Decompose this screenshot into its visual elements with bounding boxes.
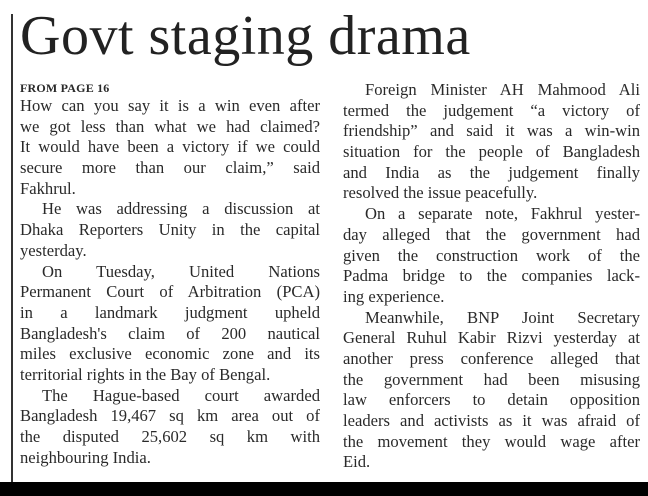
paragraph: The Hague-based court awarded Bangladesh … <box>20 386 320 469</box>
text-line: Permanent Court of Arbitration (PCA) <box>20 282 320 302</box>
text-line: The Hague-based court awarded <box>42 385 320 405</box>
text-line: given the construction work of the <box>343 245 640 265</box>
text-line: resolved the issue peacefully. <box>343 183 538 203</box>
text-line: Bangladesh 19,467 sq km area out of <box>20 406 320 426</box>
text-line: the government had been misusing <box>343 369 640 389</box>
text-line: On a separate note, Fakhrul yester- <box>365 204 640 224</box>
text-line: ing experience. <box>343 286 445 306</box>
text-line: It would have been a victory if we could <box>20 137 320 157</box>
text-line: miles exclusive economic zone and its <box>20 344 320 364</box>
text-line: Foreign Minister AH Mahmood Ali <box>365 80 640 99</box>
text-line: Dhaka Reporters Unity in the capital <box>20 220 320 240</box>
text-line: another press conference alleged that <box>343 348 640 368</box>
paragraph: On a separate note, Fakhrul yester-day a… <box>343 204 640 307</box>
article-column-2: Foreign Minister AH Mahmood Ali termed th… <box>343 80 640 473</box>
paragraph: Foreign Minister AH Mahmood Ali termed th… <box>343 80 640 204</box>
text-line: How can you say it is a win even after <box>20 96 320 115</box>
paragraph: Meanwhile, BNP Joint Secretary General Ru… <box>343 308 640 474</box>
text-line: Bangladesh's claim of 200 nautical <box>20 323 320 343</box>
text-line: Fakhrul. <box>20 178 76 198</box>
text-line: and India as the judgement finally <box>343 162 640 182</box>
bottom-black-bar <box>0 482 648 496</box>
text-line: On Tuesday, United Nations <box>42 261 320 281</box>
paragraph: He was addressing a discussion at Dhaka R… <box>20 199 320 261</box>
text-line: situation for the people of Bangladesh <box>343 142 640 162</box>
continued-from-label: FROM PAGE 16 <box>20 81 110 95</box>
text-line: day alleged that the government had <box>343 224 640 244</box>
article-column-1: FROM PAGE 16 How can you say it is a win… <box>20 80 320 468</box>
headline: Govt staging drama <box>20 5 471 67</box>
text-line: yesterday. <box>20 240 87 260</box>
text-line: He was addressing a discussion at <box>42 199 320 219</box>
paragraph: On Tuesday, United Nations Permanent Cour… <box>20 262 320 386</box>
text-line: General Ruhul Kabir Rizvi yesterday at <box>343 328 640 348</box>
text-line: the disputed 25,602 sq km with <box>20 427 320 446</box>
text-line: Meanwhile, BNP Joint Secretary <box>365 307 640 327</box>
text-line: leaders and activists as it was afraid o… <box>343 411 640 430</box>
text-line: Padma bridge to the companies lack- <box>343 266 640 286</box>
paragraph: How can you say it is a win even after we… <box>20 96 320 199</box>
text-line: Eid. <box>343 452 371 472</box>
text-line: law enforcers to detain opposition <box>343 390 640 410</box>
text-line: friendship” and said it was a win-win <box>343 121 640 141</box>
text-line: in a landmark judgment upheld <box>20 302 320 322</box>
text-line: territorial rights in the Bay of Bengal. <box>20 364 271 384</box>
text-line: the movement they would wage after <box>343 431 640 451</box>
text-line: neighbouring India. <box>20 447 151 467</box>
text-line: we got less than what we had claimed? <box>20 116 320 136</box>
column-rule <box>11 14 13 482</box>
text-line: termed the judgement “a victory of <box>343 100 640 120</box>
text-line: secure more than our claim,” said <box>20 158 320 178</box>
